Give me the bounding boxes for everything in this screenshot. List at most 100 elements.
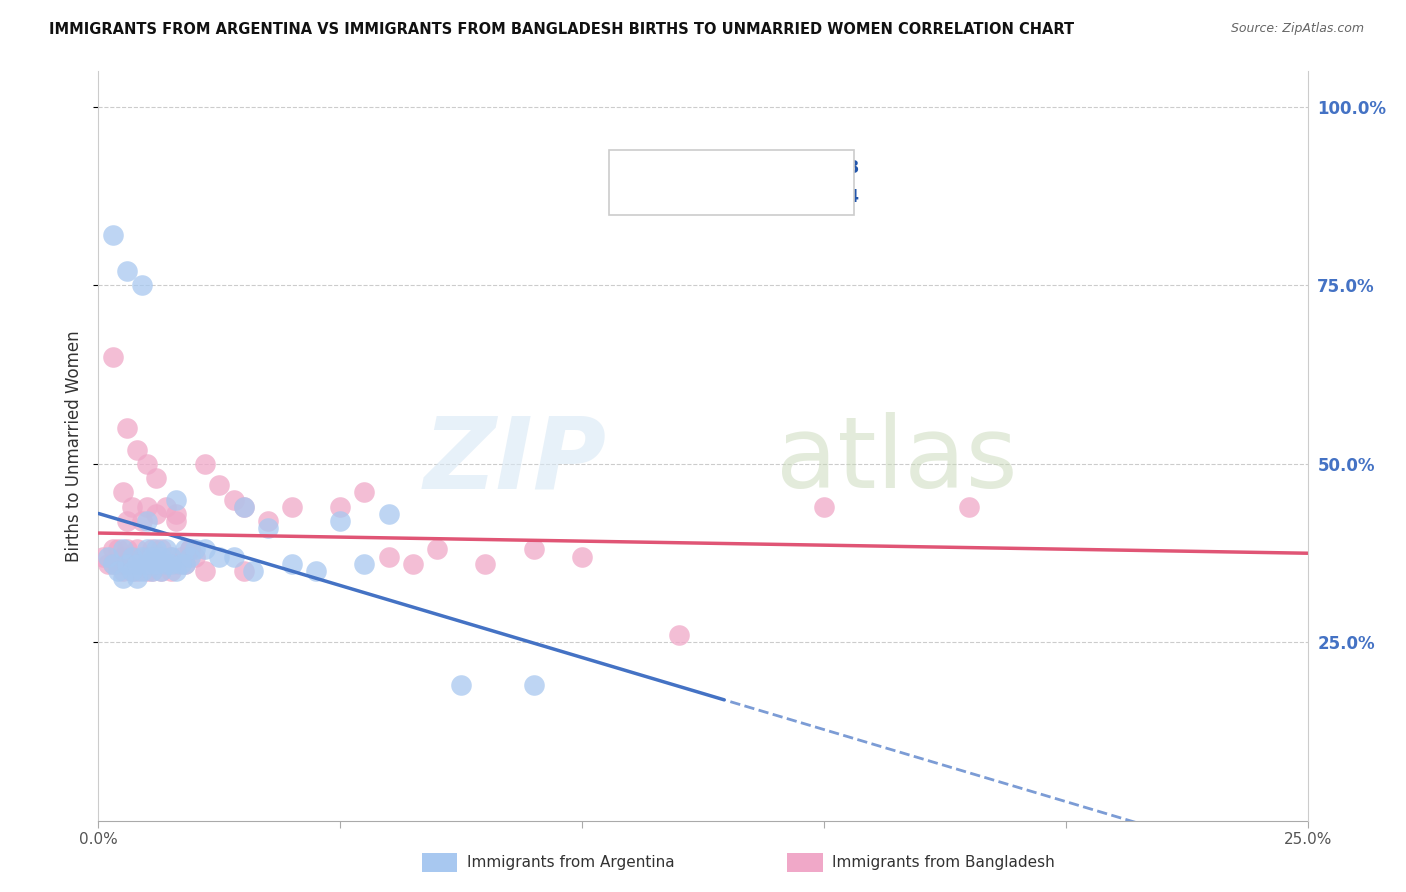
Point [135,500,157,514]
Point [169,557,191,571]
Point [127,442,149,457]
Text: IMMIGRANTS FROM ARGENTINA VS IMMIGRANTS FROM BANGLADESH BIRTHS TO UNMARRIED WOME: IMMIGRANTS FROM ARGENTINA VS IMMIGRANTS … [49,22,1074,37]
Point [127,571,149,585]
Point [131,557,153,571]
Point [179,542,201,557]
Point [131,514,153,528]
Point [145,471,167,485]
Point [117,421,139,435]
Point [377,549,399,564]
Point [117,514,139,528]
Point [150,564,173,578]
Point [101,557,124,571]
Point [208,549,231,564]
Point [135,514,157,528]
Text: Immigrants from Bangladesh: Immigrants from Bangladesh [832,855,1054,870]
Point [155,542,177,557]
Text: Source: ZipAtlas.com: Source: ZipAtlas.com [1230,22,1364,36]
Point [450,678,472,692]
Point [111,549,134,564]
Point [141,564,163,578]
Point [165,492,187,507]
Point [127,557,149,571]
Text: atlas: atlas [776,412,1017,509]
Point [150,549,173,564]
Point [155,500,177,514]
Point [121,549,143,564]
Point [145,542,167,557]
Point [256,521,278,535]
Point [179,549,201,564]
Point [111,485,134,500]
Point [222,549,245,564]
Point [353,557,375,571]
Point [160,557,183,571]
Point [160,564,183,578]
Point [523,678,546,692]
Point [305,564,328,578]
Point [474,557,496,571]
Point [184,542,207,557]
Point [141,564,163,578]
Point [131,278,153,293]
Point [135,457,157,471]
Point [426,542,449,557]
Point [101,542,124,557]
Point [117,557,139,571]
Point [107,557,129,571]
Text: R =  -0.056   N = 48: R = -0.056 N = 48 [661,160,859,178]
Point [174,557,197,571]
Point [165,564,187,578]
Point [184,549,207,564]
Point [668,628,690,642]
Point [135,564,157,578]
Point [281,500,304,514]
Point [194,542,217,557]
Point [97,549,120,564]
Text: R =  -0.143   N = 64: R = -0.143 N = 64 [661,188,859,206]
Point [145,557,167,571]
Y-axis label: Births to Unmarried Women: Births to Unmarried Women [65,330,83,562]
Point [179,542,201,557]
Point [135,542,157,557]
Point [111,571,134,585]
Point [135,549,157,564]
Point [107,564,129,578]
Point [174,542,197,557]
Point [169,549,191,564]
Point [107,542,129,557]
Text: Immigrants from Argentina: Immigrants from Argentina [467,855,675,870]
Point [353,485,375,500]
Point [117,542,139,557]
Point [131,549,153,564]
Point [242,564,264,578]
Point [957,500,980,514]
Point [256,514,278,528]
Point [97,557,120,571]
Point [131,564,153,578]
Point [165,507,187,521]
Point [121,564,143,578]
Point [402,557,425,571]
Point [101,557,124,571]
Point [145,557,167,571]
Point [523,542,546,557]
Point [174,557,197,571]
Point [150,564,173,578]
Point [141,542,163,557]
Point [155,557,177,571]
Point [281,557,304,571]
Point [377,507,399,521]
Point [121,549,143,564]
Point [91,549,114,564]
Point [111,542,134,557]
Point [155,557,177,571]
Point [160,549,183,564]
Point [571,549,593,564]
Point [145,507,167,521]
Point [101,228,124,243]
Point [101,350,124,364]
Point [117,557,139,571]
Point [813,500,835,514]
Point [117,264,139,278]
